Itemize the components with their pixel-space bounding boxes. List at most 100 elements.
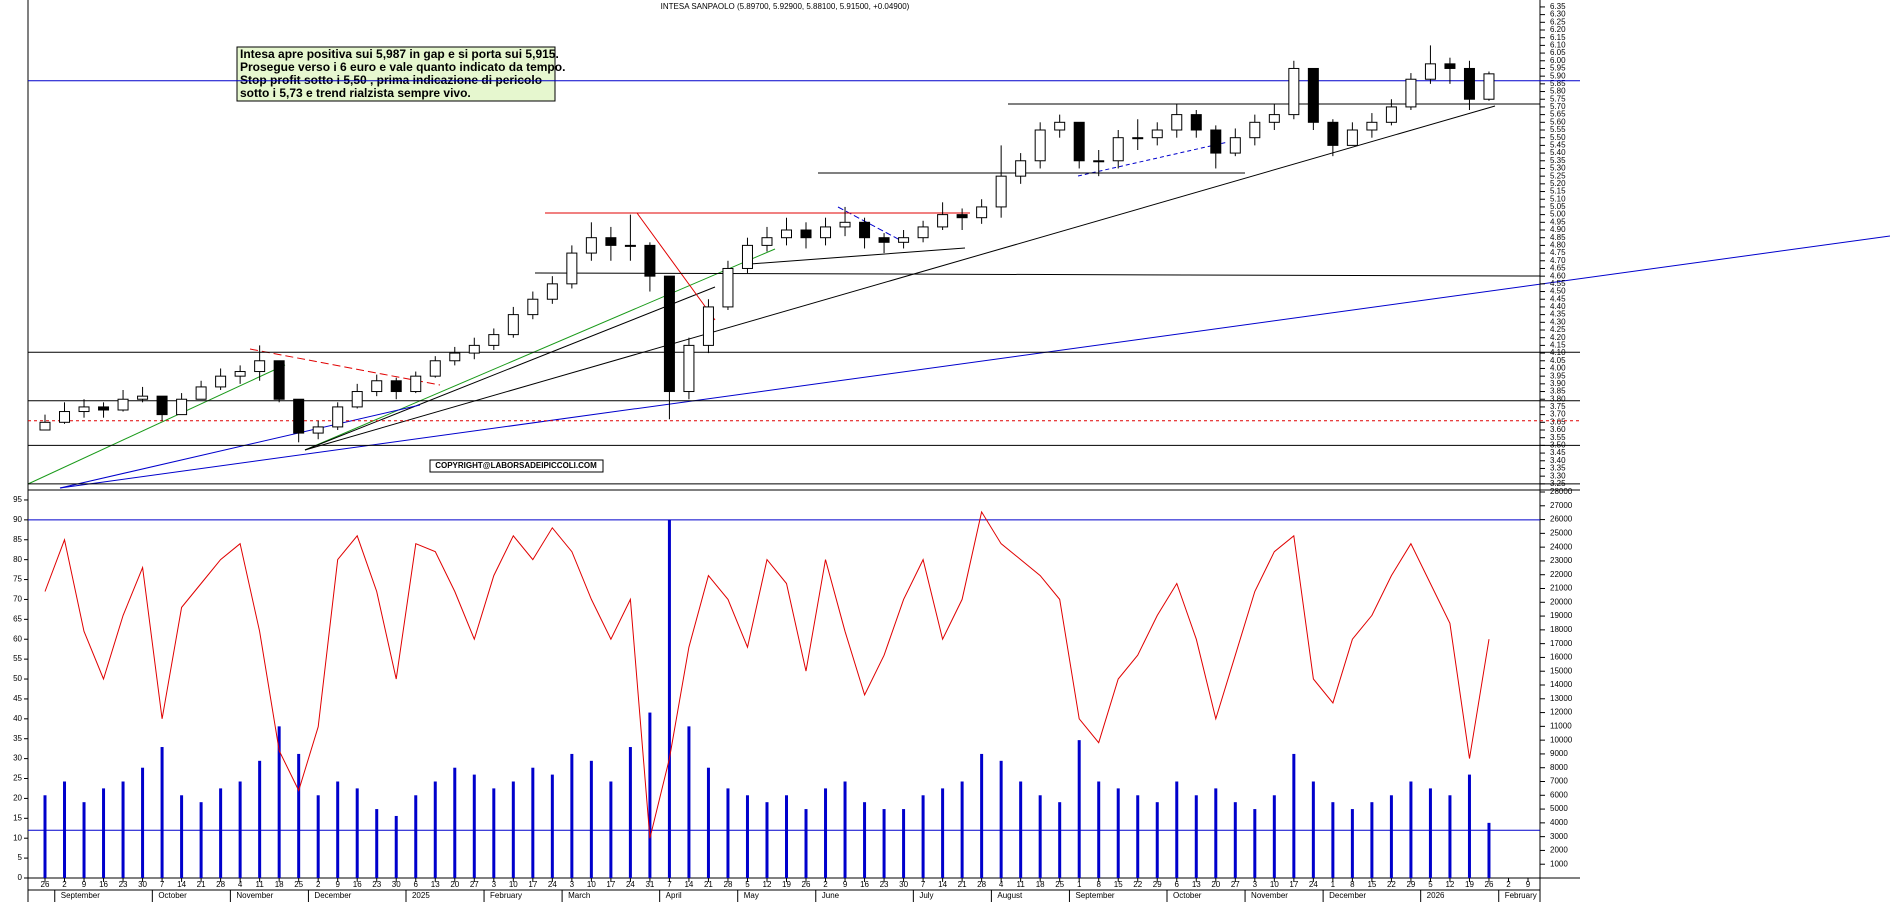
- volume-bar: [453, 767, 457, 878]
- volume-bar: [1292, 753, 1296, 878]
- candle-body: [1229, 137, 1241, 154]
- volume-bar: [999, 760, 1003, 878]
- volume-tick-label: 25000: [1550, 528, 1573, 537]
- candle-body: [937, 214, 949, 228]
- rsi-tick-label: 45: [13, 694, 22, 703]
- y-tick-label: 5.50: [1550, 133, 1566, 142]
- x-tick-label: 24: [626, 880, 635, 889]
- volume-bar: [1175, 781, 1179, 878]
- candle-body: [176, 398, 188, 416]
- x-tick-label: 14: [177, 880, 186, 889]
- month-label: February: [1505, 891, 1537, 900]
- volume-tick-label: 17000: [1550, 639, 1573, 648]
- volume-tick-label: 7000: [1550, 777, 1568, 786]
- rsi-tick-label: 80: [13, 555, 22, 564]
- volume-bar: [1467, 774, 1471, 878]
- candle-body: [956, 214, 968, 219]
- volume-tick-label: 20000: [1550, 597, 1573, 606]
- y-tick-label: 6.20: [1550, 25, 1566, 34]
- month-label: March: [568, 891, 590, 900]
- volume-bar: [589, 760, 593, 878]
- y-tick-label: 4.65: [1550, 264, 1566, 273]
- candle-body: [1073, 121, 1085, 162]
- rsi-tick-label: 55: [13, 654, 22, 663]
- x-tick-label: 20: [450, 880, 459, 889]
- candle-body: [527, 298, 539, 316]
- y-tick-label: 6.35: [1550, 2, 1566, 11]
- candle-body: [1307, 67, 1319, 123]
- y-tick-label: 3.55: [1550, 433, 1566, 442]
- volume-tick-label: 18000: [1550, 625, 1573, 634]
- y-tick-label: 5.80: [1550, 87, 1566, 96]
- trendline: [749, 247, 966, 265]
- candle-body: [1405, 78, 1417, 108]
- trendline: [304, 248, 776, 451]
- x-tick-label: 21: [958, 880, 967, 889]
- candle-body: [1268, 114, 1280, 123]
- candle-body: [878, 237, 890, 243]
- trendline: [249, 348, 441, 386]
- y-tick-label: 4.30: [1550, 317, 1566, 326]
- annotation-line: sotto i 5,73 e trend rialzista sempre vi…: [240, 86, 471, 100]
- annotation-line: Intesa apre positiva sui 5,987 in gap e …: [240, 47, 559, 61]
- x-tick-label: 11: [1017, 880, 1026, 889]
- x-tick-label: 10: [1270, 880, 1279, 889]
- volume-bar: [1389, 795, 1393, 878]
- x-tick-label: 16: [99, 880, 108, 889]
- month-label: November: [1251, 891, 1288, 900]
- trendline: [534, 272, 1541, 277]
- y-tick-label: 5.35: [1550, 156, 1566, 165]
- volume-bar: [277, 726, 281, 878]
- rsi-tick-label: 10: [13, 833, 22, 842]
- x-tick-label: 27: [470, 880, 479, 889]
- candle-body: [98, 406, 110, 411]
- volume-bar: [511, 781, 515, 878]
- volume-bar: [1331, 802, 1335, 878]
- x-tick-label: 26: [1485, 880, 1494, 889]
- candle-body: [1151, 129, 1163, 139]
- volume-bar: [1233, 802, 1237, 878]
- y-tick-label: 5.55: [1550, 125, 1566, 134]
- candle-body: [1054, 121, 1066, 131]
- candle-body: [312, 426, 324, 434]
- candle-body: [898, 237, 910, 243]
- volume-bar: [238, 781, 242, 878]
- y-tick-label: 4.60: [1550, 271, 1566, 280]
- volume-bar: [160, 747, 164, 878]
- rsi-tick-label: 75: [13, 575, 22, 584]
- x-tick-label: 13: [1192, 880, 1201, 889]
- candle-body: [468, 344, 480, 354]
- volume-tick-label: 5000: [1550, 804, 1568, 813]
- x-tick-label: 2: [62, 880, 67, 889]
- volume-bar: [1155, 802, 1159, 878]
- y-tick-label: 3.30: [1550, 471, 1566, 480]
- candle-body: [624, 244, 636, 247]
- x-tick-label: 12: [763, 880, 772, 889]
- volume-bar: [609, 781, 613, 878]
- y-tick-label: 4.35: [1550, 310, 1566, 319]
- volume-bar: [433, 781, 437, 878]
- volume-bar: [375, 809, 379, 878]
- y-tick-label: 4.00: [1550, 364, 1566, 373]
- volume-bar: [394, 815, 398, 878]
- y-tick-label: 5.75: [1550, 94, 1566, 103]
- y-tick-label: 5.25: [1550, 171, 1566, 180]
- month-label: September: [1075, 891, 1114, 900]
- volume-bar: [102, 788, 106, 878]
- volume-tick-label: 4000: [1550, 818, 1568, 827]
- volume-tick-label: 13000: [1550, 694, 1573, 703]
- volume-bar: [316, 795, 320, 878]
- x-tick-label: 23: [880, 880, 889, 889]
- volume-bar: [1097, 781, 1101, 878]
- volume-bar: [1058, 802, 1062, 878]
- candle-body: [1385, 106, 1397, 123]
- candle-body: [1190, 114, 1202, 131]
- candle-body: [585, 237, 597, 254]
- candle-body: [78, 406, 90, 413]
- y-tick-label: 6.00: [1550, 56, 1566, 65]
- y-tick-label: 3.80: [1550, 394, 1566, 403]
- volume-bar: [1253, 809, 1257, 878]
- x-tick-label: 7: [667, 880, 672, 889]
- candle-body: [507, 314, 519, 336]
- volume-bar: [492, 788, 496, 878]
